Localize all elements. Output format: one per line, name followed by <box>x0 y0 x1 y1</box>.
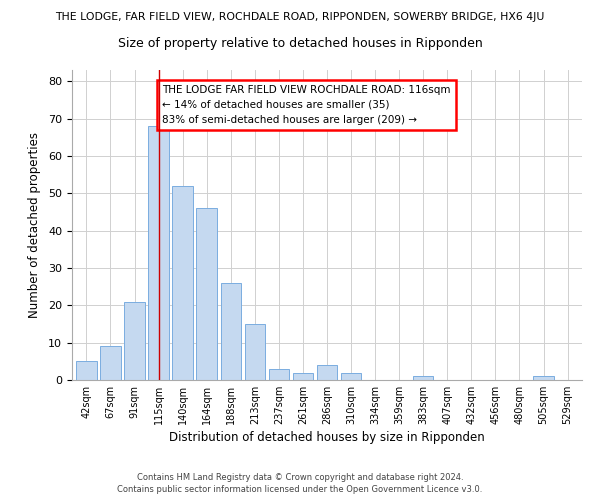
Text: Size of property relative to detached houses in Ripponden: Size of property relative to detached ho… <box>118 38 482 51</box>
Bar <box>317 365 337 380</box>
Bar <box>148 126 169 380</box>
Text: Contains HM Land Registry data © Crown copyright and database right 2024.
Contai: Contains HM Land Registry data © Crown c… <box>118 472 482 494</box>
Bar <box>293 372 313 380</box>
Y-axis label: Number of detached properties: Number of detached properties <box>28 132 41 318</box>
Bar <box>533 376 554 380</box>
Text: THE LODGE FAR FIELD VIEW ROCHDALE ROAD: 116sqm
← 14% of detached houses are smal: THE LODGE FAR FIELD VIEW ROCHDALE ROAD: … <box>162 85 451 124</box>
Bar <box>341 372 361 380</box>
Bar <box>196 208 217 380</box>
Text: THE LODGE, FAR FIELD VIEW, ROCHDALE ROAD, RIPPONDEN, SOWERBY BRIDGE, HX6 4JU: THE LODGE, FAR FIELD VIEW, ROCHDALE ROAD… <box>55 12 545 22</box>
Bar <box>124 302 145 380</box>
Bar <box>413 376 433 380</box>
Bar <box>76 362 97 380</box>
X-axis label: Distribution of detached houses by size in Ripponden: Distribution of detached houses by size … <box>169 431 485 444</box>
Bar <box>172 186 193 380</box>
Bar <box>245 324 265 380</box>
Bar <box>269 369 289 380</box>
Bar <box>221 283 241 380</box>
Bar <box>100 346 121 380</box>
